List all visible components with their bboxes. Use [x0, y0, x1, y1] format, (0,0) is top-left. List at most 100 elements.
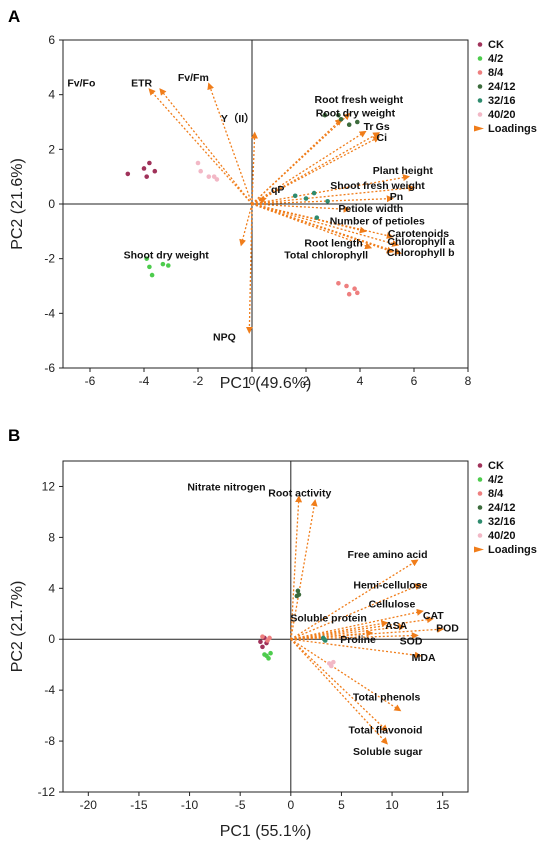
- panel-a-loading-label: Plant height: [373, 165, 434, 177]
- panel-b-loading-arrow: [290, 559, 419, 640]
- panel-a-loading-arrow: [207, 82, 253, 205]
- panel-b-point: [258, 639, 263, 645]
- panel-b-y-tick-label: 8: [48, 530, 55, 544]
- panel-a-x-tick-label: 8: [465, 374, 472, 388]
- panel-a-point: [152, 168, 158, 174]
- panel-b-point: [329, 663, 334, 669]
- panel-a-loading-label: Root length: [304, 237, 362, 249]
- panel-a-loading-arrow: [251, 130, 367, 205]
- panel-a-loading-arrow: [251, 195, 394, 205]
- panel-a-legend-label: CK: [488, 39, 504, 51]
- panel-a-loading-label: Shoot dry weight: [124, 250, 210, 262]
- panel-a-point: [144, 256, 149, 261]
- panel-a-x-axis-title: PC1 (49.6%): [220, 375, 312, 392]
- panel-a-point: [144, 174, 149, 179]
- panel-a-point: [149, 272, 155, 278]
- panel-b-point: [295, 588, 301, 594]
- panel-a-loading-label: Fv/Fo: [67, 77, 95, 89]
- panel-b-legend-label: 8/4: [488, 488, 504, 500]
- panel-a-loading-arrow: [251, 184, 416, 205]
- panel-b-loading-arrow: [290, 623, 406, 640]
- panel-a-loading-label: qP: [271, 184, 284, 196]
- panel-a-loading-label: NPQ: [213, 332, 236, 344]
- panel-a-point: [198, 168, 203, 174]
- panel-b-x-tick-label: 15: [436, 798, 450, 812]
- panel-b-y-tick-label: -8: [44, 734, 55, 748]
- panel-a-legend-marker: [477, 56, 483, 61]
- panel-b-loading-arrow: [290, 629, 374, 640]
- panel-b-legend-label: 4/2: [488, 474, 503, 486]
- panel-a-legend-label: 32/16: [488, 95, 516, 107]
- panel-a-y-tick-label: 0: [48, 197, 55, 211]
- panel-b-loading-label: Free amino acid: [348, 549, 428, 561]
- panel-b-loading-arrow: [290, 638, 422, 659]
- panel-a-point: [336, 112, 341, 118]
- panel-b-loading-label: MDA: [412, 652, 436, 664]
- panel-a-legend-label: 8/4: [488, 67, 504, 79]
- panel-b-loading-label: Soluble sugar: [353, 746, 422, 758]
- panel-b-loading-label: Hemi-cellulose: [353, 579, 427, 591]
- panel-a-loading-arrow: [245, 203, 253, 334]
- panel-b-loading-label: Soluble protein: [290, 612, 366, 624]
- panel-a-legend-label: 24/12: [488, 81, 516, 93]
- panel-a-point: [166, 263, 171, 268]
- panel-a-legend-label: 4/2: [488, 53, 503, 65]
- panel-a-loading-label: Root fresh weight: [315, 94, 404, 106]
- panel-b-legend-loadings-label: Loadings: [488, 544, 537, 556]
- panel-a-point: [346, 122, 352, 128]
- panel-b-loading-label: Total flavonoid: [349, 724, 423, 736]
- panel-a-point: [338, 116, 344, 122]
- panel-a-x-tick-label: -6: [85, 374, 96, 388]
- panel-b-y-tick-label: 0: [48, 632, 55, 646]
- panel-a-x-tick-label: -2: [193, 374, 204, 388]
- panel-a-point: [214, 177, 220, 182]
- panel-b-legend-label: 24/12: [488, 502, 516, 514]
- panel-a-point: [322, 112, 328, 118]
- panel-b-point: [331, 659, 336, 665]
- panel-a-loading-arrow: [148, 88, 253, 205]
- panel-b-legend-marker: [477, 533, 483, 538]
- panel-b-loading-arrow: [290, 638, 402, 712]
- panel-b-loading-label: Proline: [340, 634, 376, 646]
- panel-a-loading-arrow: [159, 88, 253, 205]
- panel-b-legend-marker: [477, 505, 483, 510]
- panel-a-loading-label: Chlorophyll a: [387, 236, 454, 248]
- panel-a-point: [160, 261, 166, 267]
- panel-a-legend-label: 40/20: [488, 109, 516, 121]
- panel-a-point: [344, 283, 349, 289]
- panel-b-x-tick-label: -5: [235, 798, 246, 812]
- panel-b-loading-arrow: [290, 583, 422, 640]
- panel-a-legend-loadings-label: Loadings: [488, 123, 537, 135]
- panel-a-loading-arrow: [251, 203, 394, 254]
- panel-b-point: [267, 635, 272, 641]
- panel-b-legend-marker: [477, 463, 483, 468]
- panel-a-chart: -6 -4 -2 0 2 4 6 8 -6 -4 -2 0 2 4 6 PC1 (49.6%) PC2 (21.…: [9, 33, 537, 392]
- panel-b-y-tick-label: -4: [44, 683, 55, 697]
- panel-a-loading-arrow: [251, 197, 267, 205]
- panel-a-loading-label: Chlorophyll b: [387, 247, 455, 259]
- panel-b-plot-frame: [62, 460, 469, 793]
- panel-a-loading-arrow: [251, 203, 394, 239]
- panel-b-legend-marker: [477, 477, 483, 482]
- panel-a-point: [195, 160, 201, 166]
- panel-a-y-tick-label: 4: [48, 88, 55, 102]
- panel-a-point: [311, 190, 317, 196]
- panel-a-loading-arrow: [251, 118, 343, 205]
- panel-b-legend-loadings-marker: [474, 546, 484, 553]
- panel-b-loading-label: SOD: [400, 635, 423, 647]
- panel-b-loading-label: CAT: [423, 610, 444, 622]
- panel-a-point: [314, 215, 320, 220]
- panel-b-x-tick-label: -10: [181, 798, 199, 812]
- panel-a-point: [141, 166, 147, 171]
- panel-a-y-tick-label: -6: [44, 361, 55, 375]
- panel-b-x-tick-label: 5: [338, 798, 345, 812]
- panel-b-point: [296, 592, 302, 597]
- panel-a-point: [336, 280, 341, 286]
- panel-a-loading-label: Ci: [377, 132, 388, 144]
- panel-a-loading-label: Gs: [376, 121, 390, 133]
- panel-b-point: [264, 653, 269, 659]
- panel-a-x-tick-label: 2: [303, 374, 310, 388]
- panel-a-point: [355, 119, 360, 125]
- panel-a-point: [125, 171, 131, 177]
